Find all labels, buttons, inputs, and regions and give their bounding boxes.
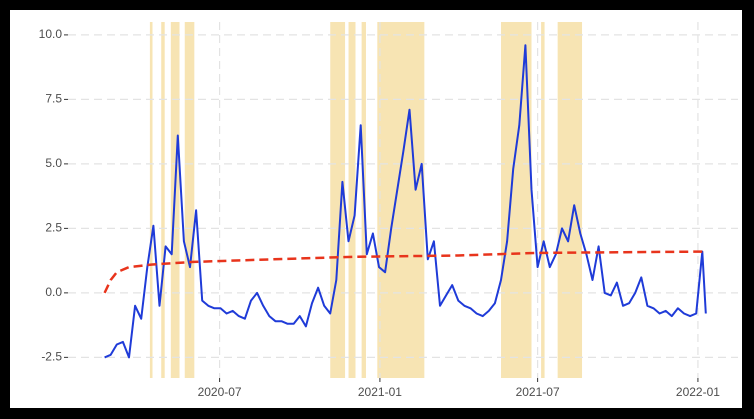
x-tick-label: 2021-07 <box>516 385 560 399</box>
series-line <box>104 44 707 359</box>
highlight-band <box>541 22 545 378</box>
x-tick-label: 2021-01 <box>358 385 402 399</box>
y-tick-label: 2.5 <box>45 221 62 235</box>
panel-background <box>10 10 742 408</box>
y-tick-label: 7.5 <box>45 92 62 106</box>
x-tick-label: 2022-01 <box>676 385 720 399</box>
highlight-band <box>330 22 346 378</box>
highlight-band <box>557 22 583 378</box>
highlight-band <box>184 22 195 378</box>
highlight-band <box>149 22 153 378</box>
x-tick-label: 2020-07 <box>198 385 242 399</box>
highlight-band <box>348 22 356 378</box>
y-tick-label: 10.0 <box>39 27 63 41</box>
highlight-band <box>377 22 425 378</box>
trend-line <box>103 250 703 294</box>
y-tick-label: -2.5 <box>41 350 62 364</box>
y-tick-label: 0.0 <box>45 285 62 299</box>
y-tick-label: 5.0 <box>45 156 62 170</box>
highlight-band <box>161 22 165 378</box>
